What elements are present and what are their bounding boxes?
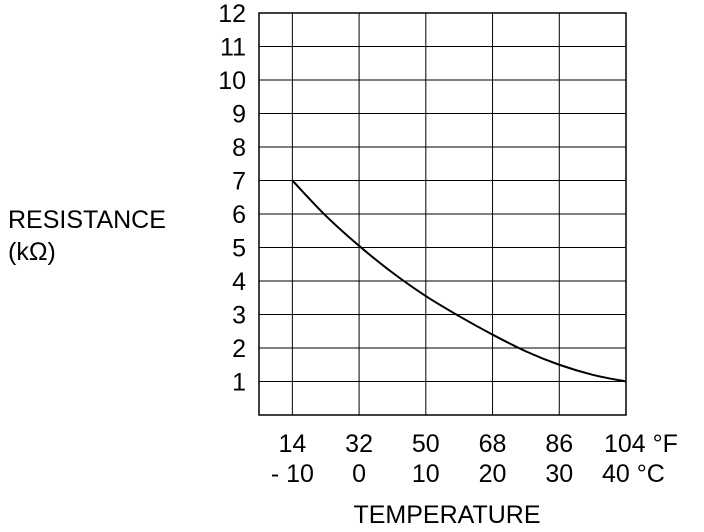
y-tick-label: 9 (232, 101, 246, 129)
y-tick-label: 12 (218, 0, 246, 28)
x-tick-label-celsius: 0 (352, 460, 366, 488)
x-tick-label-celsius: 30 (545, 460, 573, 488)
series-line (291, 179, 627, 383)
x-tick-label-celsius: 10 (412, 460, 440, 488)
x-axis-label: TEMPERATURE (353, 501, 540, 529)
x-tick-label-fahrenheit: 68 (479, 430, 507, 458)
x-tick-label-fahrenheit: 50 (412, 430, 440, 458)
y-tick-label: 6 (232, 201, 246, 229)
x-tick-label-fahrenheit: 32 (345, 430, 373, 458)
x-tick-label-celsius: 40 °C (602, 460, 665, 488)
y-tick-label: 1 (232, 369, 246, 397)
y-tick-label: 11 (220, 34, 246, 62)
x-tick-label-fahrenheit: 86 (545, 430, 573, 458)
grid-lines (259, 13, 626, 415)
y-tick-label: 7 (232, 168, 246, 196)
y-tick-label: 5 (232, 235, 246, 263)
y-tick-label: 8 (232, 134, 246, 162)
y-axis-label-line-1: RESISTANCE (8, 206, 166, 234)
x-tick-label-fahrenheit: 14 (278, 430, 306, 458)
x-tick-label-fahrenheit: 104 °F (604, 430, 678, 458)
y-tick-label: 3 (232, 302, 246, 330)
y-axis-label-line-2: (kΩ) (8, 238, 56, 266)
y-tick-label: 2 (232, 335, 246, 363)
y-tick-label: 4 (232, 268, 246, 296)
x-tick-label-celsius: - 10 (271, 460, 314, 488)
x-tick-label-celsius: 20 (479, 460, 507, 488)
y-tick-label: 10 (218, 67, 246, 95)
